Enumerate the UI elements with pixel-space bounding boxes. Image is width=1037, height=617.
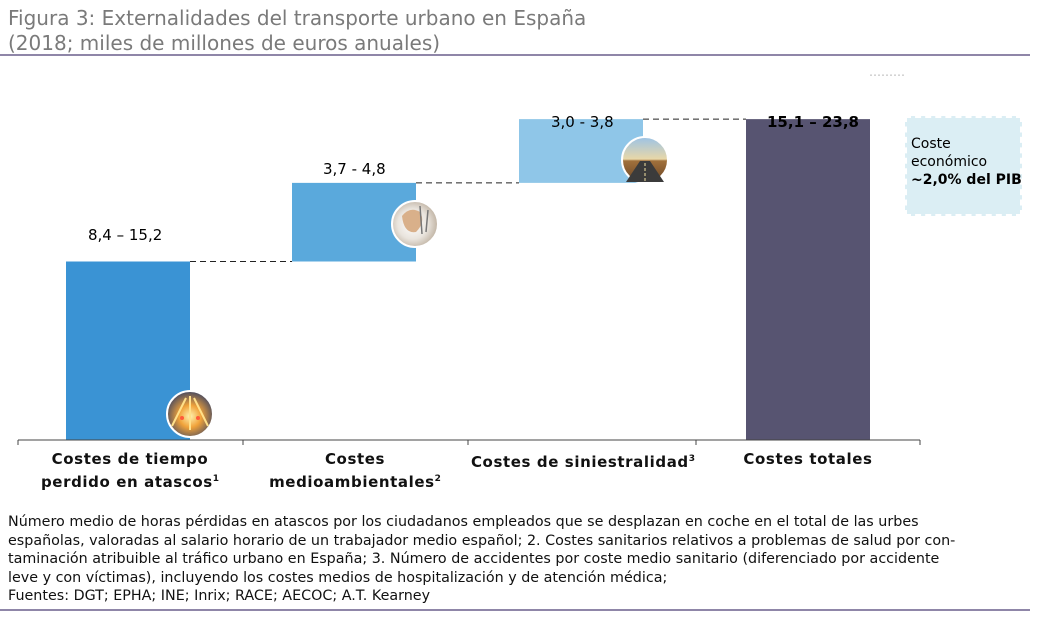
connectors-layer [190, 74, 904, 262]
footnote-marker-3: 3 [688, 454, 696, 464]
road-icon [621, 136, 669, 184]
callout-line1: Coste [911, 136, 951, 152]
callout-line3: ~2,0% del PIB [911, 172, 1022, 188]
category-label-3: Costes totales [696, 449, 920, 469]
traffic-jam-icon [166, 390, 214, 438]
top-divider [0, 54, 1030, 56]
gdp-callout-box: Coste económico ~2,0% del PIB [905, 116, 1022, 216]
icons-layer [166, 136, 669, 438]
footnote-marker-1: 1 [212, 474, 220, 484]
category-label-2-line1: Costes de siniestralidad [470, 453, 689, 471]
figure-title-line1: Figura 3: Externalidades del transporte … [8, 6, 587, 30]
category-label-0: Costes de tiempo perdido en atascos1 [18, 449, 242, 492]
category-label-1-line1: Costes [324, 450, 386, 468]
value-label-3: 15,1 – 23,8 [767, 113, 859, 131]
bar-2 [519, 119, 643, 183]
bar-3 [746, 119, 870, 440]
figure-title-line2: (2018; miles de millones de euros anuale… [8, 31, 441, 55]
footnote-marker-2: 2 [434, 474, 441, 484]
category-label-0-line2: perdido en atascos [40, 473, 213, 491]
waterfall-chart [17, 74, 921, 445]
footnote-sources: Fuentes: DGT; EPHA; INE; Inrix; RACE; AE… [8, 588, 431, 604]
value-label-0: 8,4 – 15,2 [88, 226, 163, 244]
value-label-1: 3,7 - 4,8 [323, 160, 386, 178]
x-axis-ticks [17, 440, 921, 445]
bottom-divider [0, 609, 1030, 611]
footnote-line2: españolas, valoradas al salario horario … [8, 532, 956, 549]
category-label-1-line2: medioambientales [269, 473, 435, 491]
footnote-line1: Número medio de horas pérdidas en atasco… [8, 514, 919, 530]
callout-line2: económico [911, 154, 988, 170]
category-label-0-line1: Costes de tiempo [51, 450, 209, 468]
category-label-1: Costes medioambientales2 [243, 449, 467, 492]
category-label-2: Costes de siniestralidad3 [468, 449, 698, 472]
medical-care-icon [391, 200, 439, 248]
footnote-line3: taminación atribuible al tráfico urbano … [8, 551, 940, 567]
footnote: Número medio de horas pérdidas en atasco… [8, 513, 1028, 606]
value-label-2: 3,0 - 3,8 [551, 113, 614, 131]
figure-title: Figura 3: Externalidades del transporte … [8, 6, 586, 56]
footnote-line4: leve y con víctimas), incluyendo los cos… [8, 569, 668, 586]
category-label-3-line1: Costes totales [743, 450, 873, 468]
